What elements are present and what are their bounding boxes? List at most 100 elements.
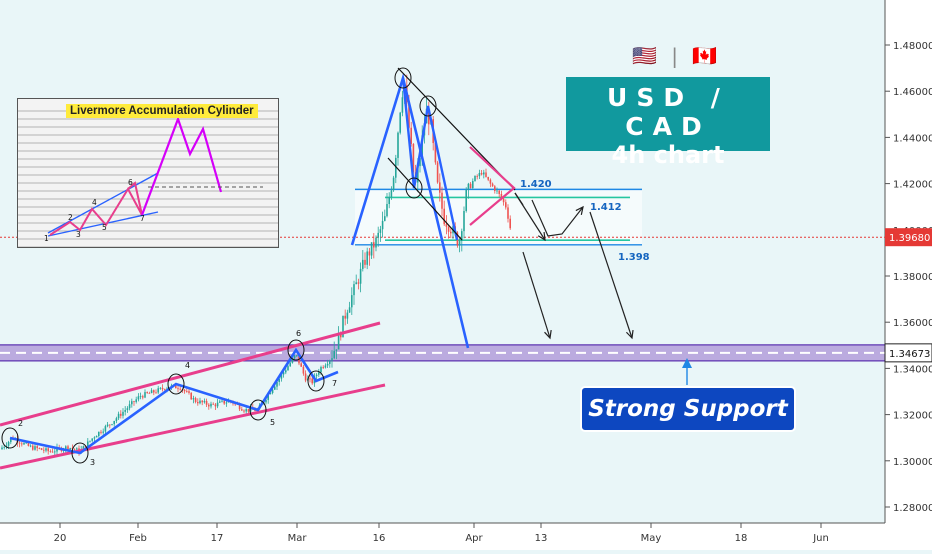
candle-body bbox=[502, 198, 505, 203]
candle-body bbox=[144, 392, 146, 398]
candle-body bbox=[190, 392, 192, 400]
x-tick-label: 16 bbox=[373, 533, 386, 544]
candle-body bbox=[109, 424, 111, 426]
candle-body bbox=[417, 166, 419, 183]
candle-body bbox=[496, 190, 498, 192]
candle-body bbox=[69, 448, 71, 450]
inset-wave-part bbox=[127, 181, 143, 216]
candle-body bbox=[293, 355, 296, 359]
candle-body bbox=[25, 442, 27, 444]
candle-body bbox=[377, 232, 379, 238]
candle-body bbox=[73, 448, 76, 450]
candle-body bbox=[67, 446, 69, 450]
candle-body bbox=[335, 349, 338, 351]
candle-body bbox=[18, 442, 21, 444]
candle-body bbox=[340, 333, 342, 338]
pivot-circle bbox=[71, 442, 89, 464]
candle-body bbox=[412, 143, 415, 173]
x-tick-label: 13 bbox=[535, 533, 548, 544]
candle-body bbox=[104, 426, 107, 432]
current-price-tag-text: 1.39680 bbox=[889, 233, 930, 244]
y-tick-label: 1.46000 bbox=[893, 87, 932, 98]
time-axis[interactable] bbox=[0, 523, 885, 550]
wave-label: 7 bbox=[332, 379, 337, 388]
inset-wave-label: 6 bbox=[128, 178, 133, 187]
candle-body bbox=[271, 389, 274, 394]
candle-body bbox=[483, 172, 485, 175]
candle-body bbox=[38, 448, 41, 449]
candle-body bbox=[21, 443, 23, 445]
candle-body bbox=[269, 393, 272, 395]
candle-body bbox=[291, 358, 294, 363]
candle-body bbox=[467, 183, 470, 190]
candle-body bbox=[436, 162, 439, 183]
candle-body bbox=[318, 372, 320, 375]
candle-body bbox=[177, 388, 179, 390]
candle-body bbox=[276, 381, 278, 387]
y-tick-label: 1.30000 bbox=[893, 457, 932, 468]
support-price-tag bbox=[884, 343, 932, 363]
candle-body bbox=[346, 312, 349, 319]
candle-body bbox=[194, 398, 197, 403]
x-tick-label: 17 bbox=[211, 533, 224, 544]
candle-body bbox=[102, 431, 104, 433]
candle-body bbox=[487, 176, 489, 180]
candle-body bbox=[124, 410, 126, 412]
candle-body bbox=[34, 446, 36, 450]
inset-wave-label: 2 bbox=[68, 213, 73, 222]
candle-body bbox=[419, 157, 421, 167]
candle-body bbox=[285, 370, 287, 373]
candle-body bbox=[472, 181, 474, 189]
arrow-bounce-head bbox=[575, 205, 584, 215]
channel-lower-line bbox=[0, 383, 386, 470]
candle-body bbox=[186, 391, 188, 392]
chart-subtitle: 4h chart bbox=[611, 141, 725, 169]
candle-body bbox=[282, 372, 285, 375]
candle-body bbox=[32, 445, 34, 450]
candle-body bbox=[210, 403, 212, 407]
candle-body bbox=[399, 112, 401, 133]
candle-body bbox=[36, 446, 38, 449]
candle-body bbox=[384, 216, 386, 221]
candle-body bbox=[148, 393, 151, 394]
candle-body bbox=[155, 392, 157, 394]
candle-body bbox=[43, 449, 45, 451]
candle-body bbox=[91, 438, 93, 441]
candle-body bbox=[441, 192, 443, 209]
candle-body bbox=[287, 366, 289, 371]
candle-body bbox=[428, 108, 430, 125]
candle-body bbox=[355, 282, 357, 285]
candle-body bbox=[249, 407, 252, 412]
candle-body bbox=[111, 424, 113, 425]
range-box bbox=[355, 189, 642, 245]
candle-body bbox=[40, 448, 43, 450]
candle-body bbox=[280, 374, 283, 379]
candle-body bbox=[474, 175, 476, 182]
y-tick-label: 1.38000 bbox=[893, 272, 932, 283]
candle-body bbox=[370, 242, 373, 256]
wave-label: 2 bbox=[18, 419, 23, 428]
strong-support-label: Strong Support bbox=[580, 386, 796, 432]
candle-body bbox=[344, 315, 346, 319]
candle-body bbox=[507, 207, 509, 219]
y-tick-label: 1.28000 bbox=[893, 503, 932, 514]
candle-body bbox=[7, 442, 10, 446]
support-pointer-head bbox=[682, 358, 692, 368]
candle-body bbox=[408, 101, 410, 128]
candle-body bbox=[120, 413, 122, 416]
candle-body bbox=[439, 182, 441, 193]
inset-wave-label: 4 bbox=[92, 198, 97, 207]
candle-body bbox=[214, 404, 217, 407]
candle-body bbox=[386, 203, 388, 217]
price-axis[interactable] bbox=[885, 0, 932, 550]
pivot-circle bbox=[394, 67, 412, 89]
candle-body bbox=[115, 418, 118, 421]
candle-body bbox=[122, 411, 124, 416]
candle-body bbox=[146, 392, 148, 394]
candle-body bbox=[267, 394, 269, 400]
candle-body bbox=[238, 404, 241, 410]
chart-title: USD / CAD bbox=[607, 83, 729, 141]
candle-body bbox=[322, 367, 324, 368]
